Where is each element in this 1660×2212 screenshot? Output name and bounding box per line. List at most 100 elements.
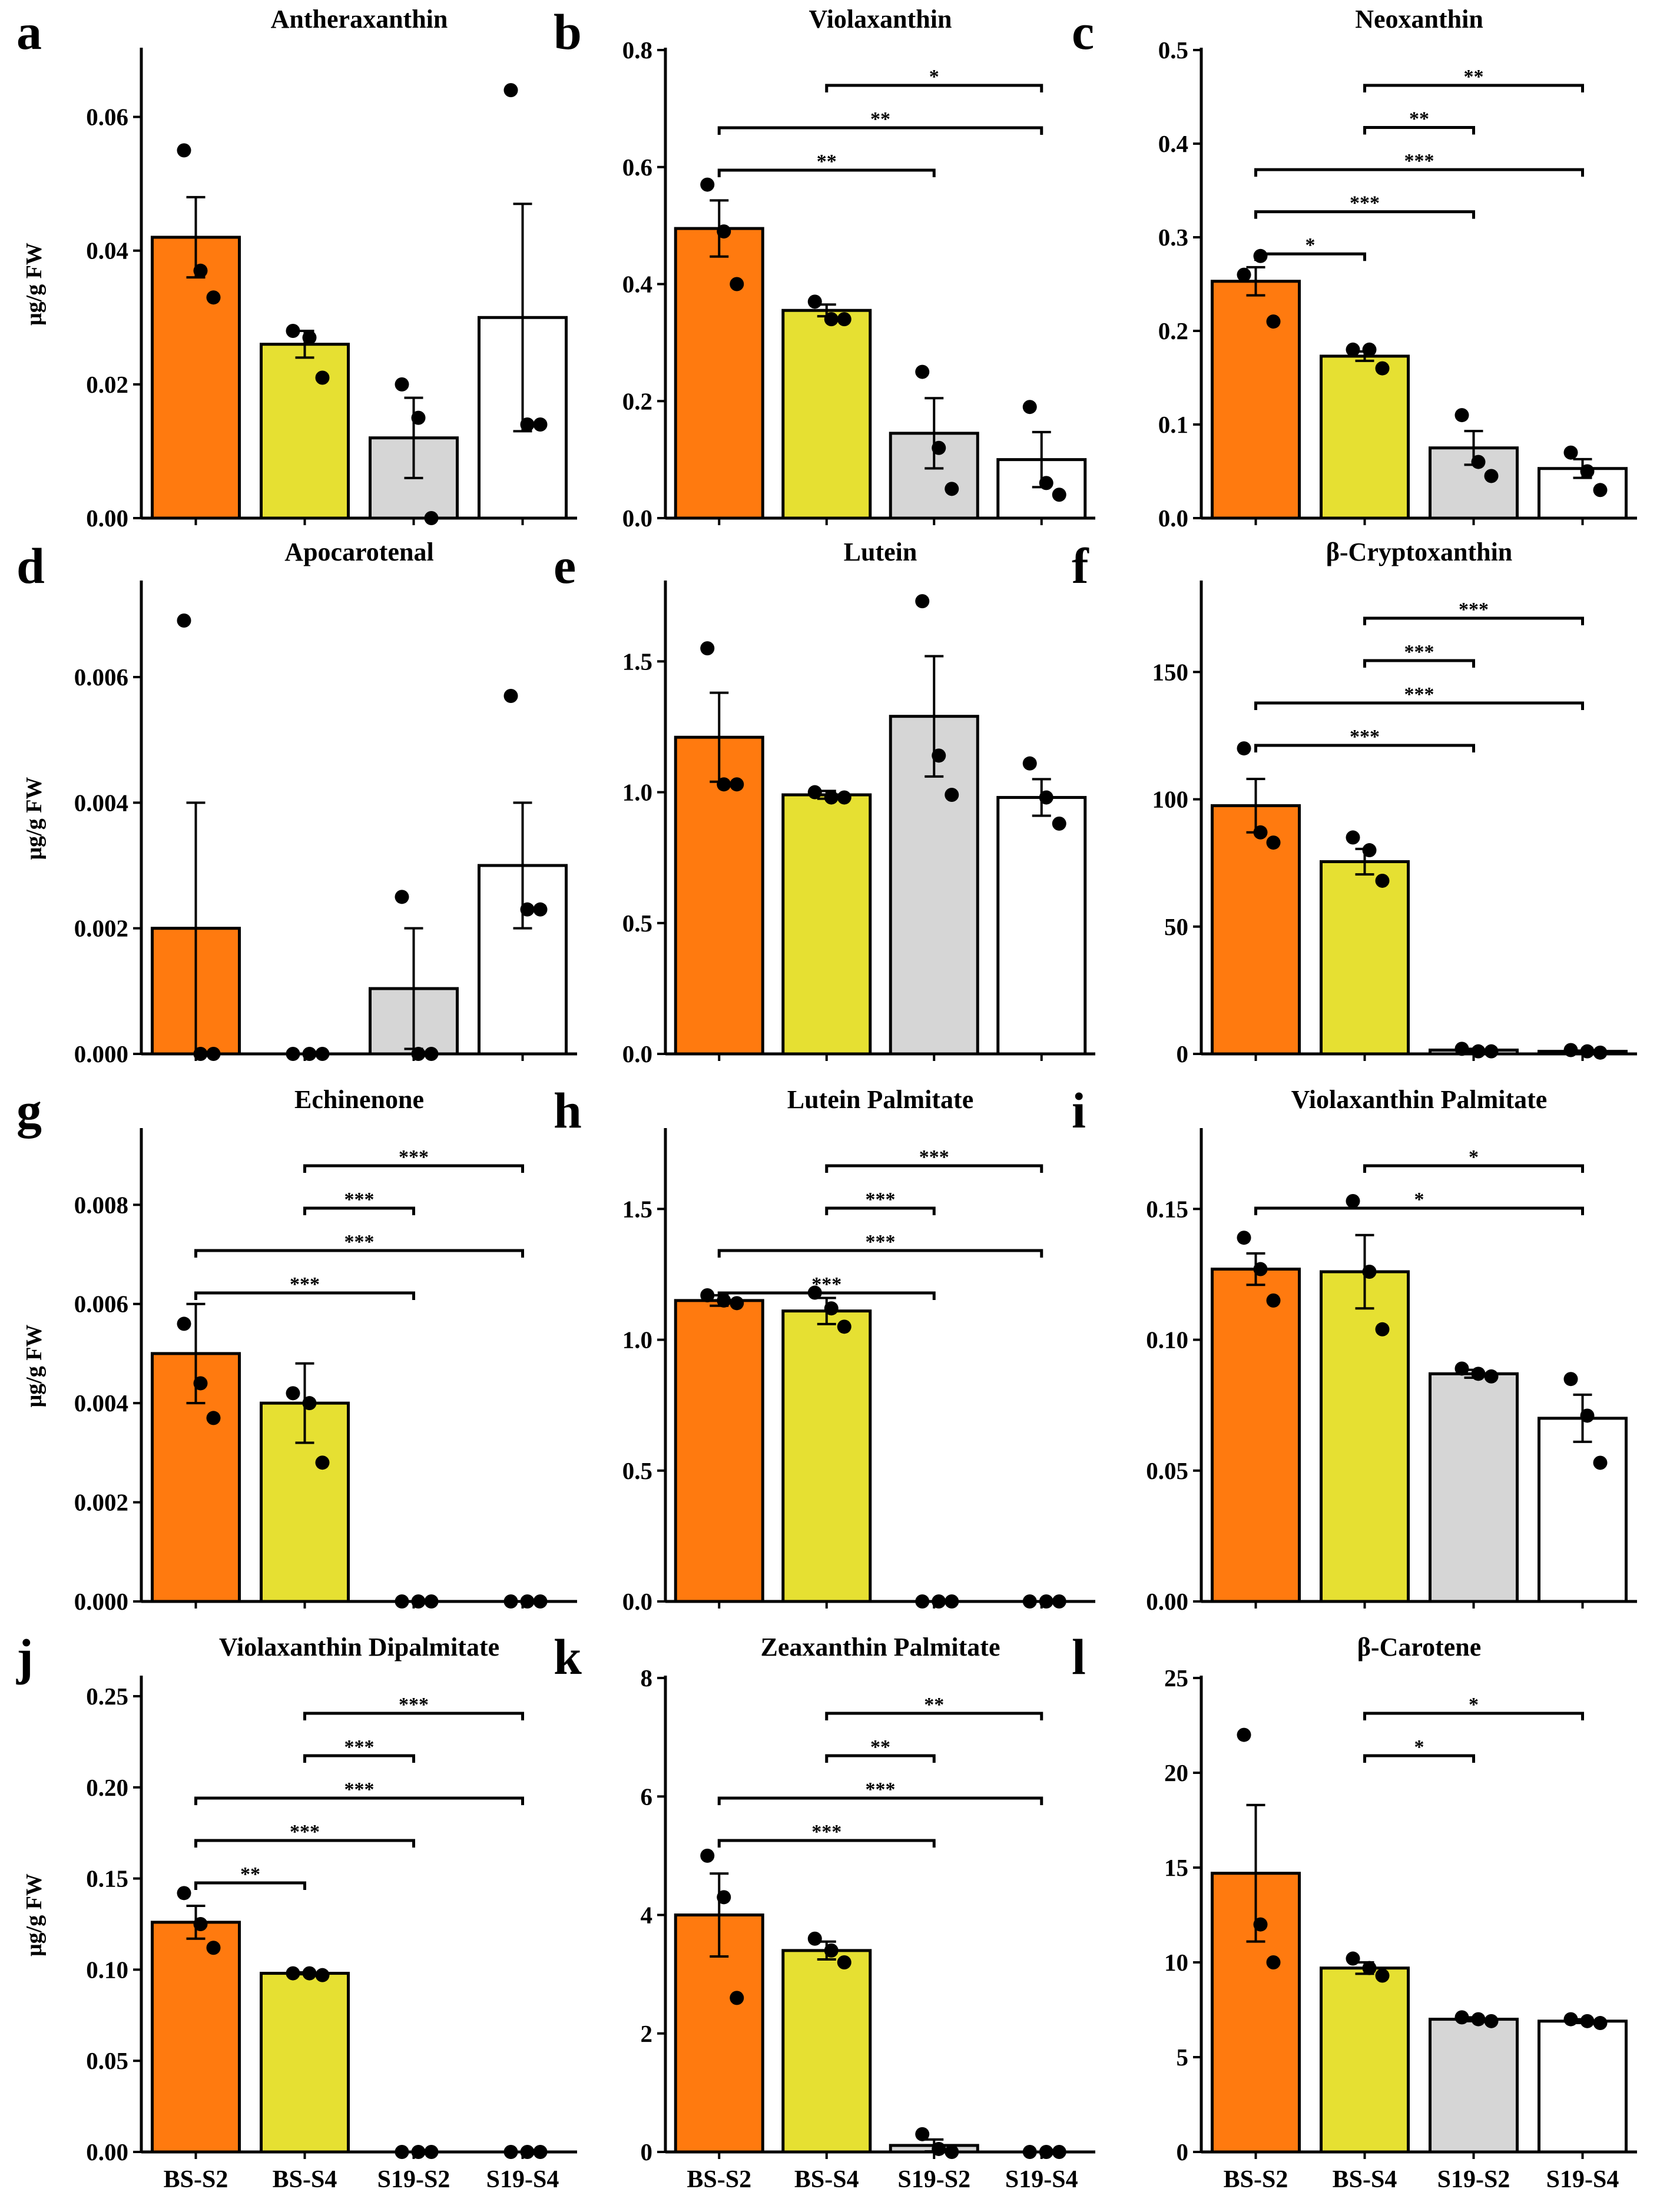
significance-bracket: *** xyxy=(1254,150,1584,177)
significance-label: *** xyxy=(344,1231,375,1253)
y-tick-label: 0.000 xyxy=(74,1040,128,1067)
data-point xyxy=(193,1047,208,1061)
significance-label: ** xyxy=(870,1736,890,1758)
bar-bs-s4 xyxy=(781,793,872,1056)
significance-bracket: *** xyxy=(717,1779,1043,1805)
data-point xyxy=(1039,476,1053,490)
significance-label: *** xyxy=(1404,150,1434,172)
y-tick-label: 0.15 xyxy=(86,1865,128,1892)
data-point xyxy=(503,83,518,98)
bracket-line xyxy=(717,1796,1043,1805)
data-point xyxy=(1454,408,1469,423)
significance-bracket: *** xyxy=(717,1821,936,1848)
data-point xyxy=(177,1316,191,1331)
data-point xyxy=(717,777,731,792)
data-point xyxy=(315,1968,330,1982)
data-point xyxy=(520,902,535,917)
significance-bracket: ** xyxy=(717,108,1043,135)
bar-bs-s4 xyxy=(1320,1966,1410,2154)
data-point xyxy=(302,1047,317,1061)
x-tick-label: S19-S4 xyxy=(1005,2166,1078,2193)
data-point xyxy=(932,2141,946,2156)
y-tick-label: 0.10 xyxy=(1146,1326,1188,1354)
data-point xyxy=(286,324,300,338)
significance-label: *** xyxy=(866,1779,896,1800)
bar-s19-s4 xyxy=(1538,2019,1628,2154)
significance-label: *** xyxy=(1404,684,1434,705)
data-point xyxy=(824,1301,839,1316)
data-point xyxy=(503,1594,518,1609)
significance-label: *** xyxy=(1350,193,1380,214)
data-point xyxy=(1375,873,1390,888)
y-tick-label: 0 xyxy=(641,2138,653,2165)
data-point xyxy=(1484,2014,1499,2028)
y-tick-label: 1.5 xyxy=(622,1195,652,1222)
y-tick-label: 1.5 xyxy=(622,648,652,675)
panel-letter: l xyxy=(1072,1629,1086,1685)
x-tick-label: S19-S2 xyxy=(377,2166,450,2193)
data-point xyxy=(395,890,409,904)
data-point xyxy=(915,594,930,609)
bracket-line xyxy=(194,1796,524,1805)
data-point xyxy=(1266,314,1281,329)
bracket-line xyxy=(194,1249,524,1258)
data-point xyxy=(700,1288,715,1302)
bracket-line xyxy=(1363,84,1584,92)
data-point xyxy=(1471,1367,1486,1381)
panel-letter: a xyxy=(16,4,42,60)
bar-bs-s2 xyxy=(151,236,241,520)
significance-label: ** xyxy=(1409,108,1429,130)
x-tick-label: S19-S2 xyxy=(1437,2166,1510,2193)
y-tick-label: 0.1 xyxy=(1158,411,1188,438)
panel-l: l β-Carotene 0 5 10 15 20 25 BS-S2 BS-S4 S19-S2 S19… xyxy=(1072,1629,1637,2193)
data-point xyxy=(807,785,822,800)
y-tick-label: 0.00 xyxy=(86,2138,128,2165)
data-point xyxy=(1593,1045,1608,1060)
y-tick-label: 15 xyxy=(1164,1854,1188,1881)
panel-title: Violaxanthin Palmitate xyxy=(1291,1085,1548,1114)
y-tick-label: 0.00 xyxy=(86,505,128,532)
data-point xyxy=(807,1931,822,1946)
data-point xyxy=(700,1848,715,1863)
data-point xyxy=(286,1386,300,1401)
significance-bracket: * xyxy=(1363,1694,1584,1720)
bracket-line xyxy=(1363,659,1475,668)
y-tick-label: 0.3 xyxy=(1158,224,1188,251)
data-point xyxy=(1563,1043,1578,1057)
y-tick-label: 0.10 xyxy=(86,1956,128,1983)
significance-label: * xyxy=(1414,1736,1424,1758)
panel-letter: j xyxy=(16,1629,34,1685)
data-point xyxy=(315,370,330,385)
data-point xyxy=(193,263,208,278)
bar-bs-s4 xyxy=(781,1309,872,1603)
data-point xyxy=(315,1047,330,1061)
bracket-line xyxy=(825,1164,1043,1173)
data-point xyxy=(1346,1194,1360,1208)
panel-title: Antheraxanthin xyxy=(271,5,448,34)
data-point xyxy=(206,1411,221,1425)
x-tick-label: S19-S4 xyxy=(1546,2166,1619,2193)
data-point xyxy=(1471,455,1486,469)
data-point xyxy=(1563,1372,1578,1387)
significance-bracket: ** xyxy=(194,1863,306,1890)
panel-letter: d xyxy=(16,538,45,594)
bar-bs-s4 xyxy=(781,1949,872,2154)
panel-f: f β-Cryptoxanthin 0 50 100 150 *** *** *** *** xyxy=(1072,538,1637,1067)
y-tick-label: 0.00 xyxy=(1146,1588,1188,1615)
data-point xyxy=(824,790,839,805)
significance-label: *** xyxy=(866,1189,896,1211)
data-point xyxy=(411,1047,426,1061)
x-tick-label: BS-S2 xyxy=(1224,2166,1288,2193)
y-tick-label: 0.000 xyxy=(74,1588,128,1615)
bracket-line xyxy=(1254,744,1475,752)
data-point xyxy=(395,1594,409,1609)
significance-bracket: ** xyxy=(825,1694,1043,1720)
bar-s19-s2 xyxy=(1429,2018,1519,2154)
data-point xyxy=(1237,1231,1251,1245)
data-point xyxy=(503,2145,518,2159)
bar-bs-s4 xyxy=(781,309,872,520)
y-tick-label: 0.002 xyxy=(74,915,128,942)
panel-letter: e xyxy=(554,538,576,594)
data-point xyxy=(1253,825,1268,840)
